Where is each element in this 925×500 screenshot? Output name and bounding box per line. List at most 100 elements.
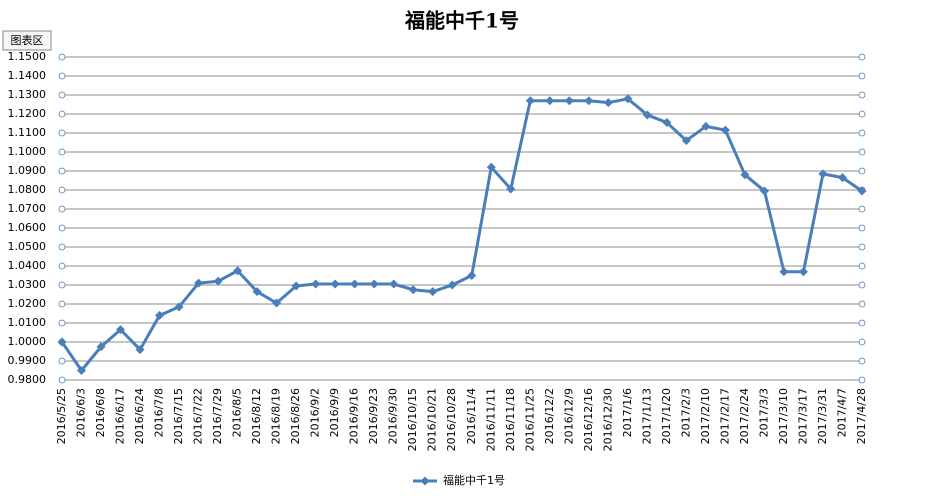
grid-end-marker [858, 300, 866, 308]
x-tick-label: 2016/5/25 [55, 388, 68, 444]
grid-end-marker [58, 357, 66, 365]
y-tick-label: 1.1500 [8, 50, 47, 63]
grid-end-marker [858, 91, 866, 99]
x-tick-label: 2017/3/31 [816, 388, 829, 444]
x-tick-label: 2016/8/5 [231, 388, 244, 437]
data-point [857, 186, 867, 196]
y-tick-label: 1.1100 [8, 126, 47, 139]
y-tick-label: 1.0500 [8, 240, 47, 253]
grid-end-marker [58, 167, 66, 175]
grid-end-marker [858, 376, 866, 384]
data-point [837, 173, 847, 183]
series-line [60, 97, 863, 372]
data-point [506, 184, 516, 194]
y-tick-label: 1.0300 [8, 278, 47, 291]
x-tick-label: 2016/6/24 [133, 388, 146, 444]
y-tick-label: 1.1200 [8, 107, 47, 120]
grid-end-marker [858, 110, 866, 118]
data-point [272, 298, 282, 308]
data-point [350, 279, 360, 289]
data-point [369, 279, 379, 289]
x-tick-label: 2016/12/9 [562, 388, 575, 444]
x-tick-label: 2016/7/29 [211, 388, 224, 444]
grid-end-marker [858, 281, 866, 289]
chart-area-tooltip [2, 30, 52, 51]
grid-end-marker [58, 91, 66, 99]
x-tick-label: 2016/11/4 [465, 388, 478, 444]
x-tick-label: 2016/7/22 [192, 388, 205, 444]
y-tick-label: 1.0200 [8, 297, 47, 310]
y-tick-label: 1.0600 [8, 221, 47, 234]
grid-end-marker [58, 300, 66, 308]
data-point [584, 96, 594, 106]
y-tick-label: 1.0700 [8, 202, 47, 215]
x-tick-label: 2017/2/17 [718, 388, 731, 444]
grid-end-marker [58, 72, 66, 80]
x-tick-label: 2016/12/30 [601, 388, 614, 451]
grid-end-marker [858, 129, 866, 137]
x-tick-label: 2017/1/6 [621, 388, 634, 437]
x-tick-label: 2017/3/10 [777, 388, 790, 444]
data-point [603, 98, 613, 108]
grid-end-marker [858, 262, 866, 270]
data-point [759, 186, 769, 196]
x-tick-label: 2016/6/17 [114, 388, 127, 444]
x-tick-label: 2017/1/13 [640, 388, 653, 444]
data-point [213, 276, 223, 286]
x-tick-label: 2017/4/7 [835, 388, 848, 437]
y-tick-label: 0.9800 [8, 373, 47, 386]
x-tick-label: 2016/11/11 [484, 388, 497, 451]
data-point [740, 170, 750, 180]
data-point [545, 96, 555, 106]
x-tick-label: 2016/9/30 [387, 388, 400, 444]
grid-end-marker [858, 72, 866, 80]
data-point [525, 96, 535, 106]
data-point [116, 325, 126, 335]
x-tick-label: 2016/10/15 [406, 388, 419, 451]
y-tick-label: 1.0900 [8, 164, 47, 177]
x-tick-label: 2016/9/23 [367, 388, 380, 444]
x-tick-label: 2016/12/16 [582, 388, 595, 451]
data-point [623, 94, 633, 104]
y-tick-label: 1.0000 [8, 335, 47, 348]
data-point [467, 271, 477, 280]
data-point [818, 169, 828, 179]
x-tick-label: 2016/10/21 [426, 388, 439, 451]
data-point [642, 110, 652, 120]
grid-end-marker [858, 167, 866, 175]
data-point [779, 267, 789, 277]
data-point [135, 345, 145, 355]
data-point [174, 302, 184, 312]
data-point [662, 118, 672, 128]
x-tick-label: 2016/9/16 [348, 388, 361, 444]
y-tick-label: 1.1300 [8, 88, 47, 101]
grid-end-marker [58, 243, 66, 251]
data-point [330, 279, 340, 289]
grid-end-marker [858, 338, 866, 346]
data-point [57, 337, 67, 347]
data-point [798, 267, 808, 277]
grid-end-marker [58, 376, 66, 384]
data-point [720, 125, 730, 135]
grid-end-marker [58, 262, 66, 270]
data-point [77, 366, 87, 375]
x-tick-label: 2017/3/3 [757, 388, 770, 437]
x-tick-label: 2016/7/8 [153, 388, 166, 437]
data-point [408, 285, 418, 295]
x-tick-label: 2017/2/3 [679, 388, 692, 437]
data-point [311, 279, 321, 289]
x-tick-label: 2016/9/2 [309, 388, 322, 437]
data-point [486, 162, 496, 172]
grid-end-marker [58, 110, 66, 118]
data-point [252, 287, 262, 297]
x-tick-label: 2016/10/28 [445, 388, 458, 451]
x-tick-label: 2017/2/24 [738, 388, 751, 444]
x-tick-label: 2017/1/20 [660, 388, 673, 444]
y-tick-label: 0.9900 [8, 354, 47, 367]
y-tick-label: 1.0400 [8, 259, 47, 272]
grid-end-marker [58, 319, 66, 327]
data-point [155, 310, 165, 320]
grid-end-marker [858, 53, 866, 61]
x-tick-label: 2016/11/25 [523, 388, 536, 451]
